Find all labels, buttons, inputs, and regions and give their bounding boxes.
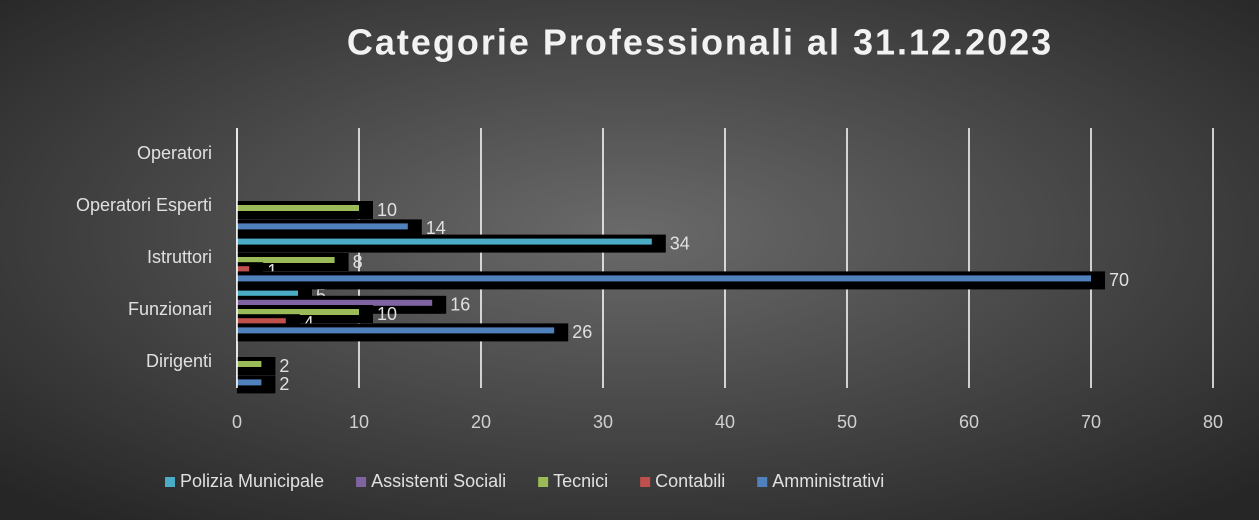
bar [237,299,433,306]
x-tick-label: 60 [959,412,979,432]
y-tick-label: Operatori [137,143,212,163]
data-label: 70 [1109,270,1129,290]
chart-title: Categorie Professionali al 31.12.2023 [347,22,1053,63]
bar [237,223,408,230]
legend-marker [757,477,768,487]
data-label: 16 [450,295,470,315]
x-tick-label: 40 [715,412,735,432]
bar [237,238,652,245]
legend-label: Amministrativi [772,471,884,491]
y-tick-label: Dirigenti [146,351,212,371]
x-tick-label: 80 [1203,412,1223,432]
x-tick-label: 0 [232,412,242,432]
data-label: 14 [426,218,446,238]
data-label: 26 [572,322,592,342]
y-tick-label: Funzionari [128,299,212,319]
y-tick-label: Istruttori [147,247,212,267]
data-label: 10 [377,200,397,220]
x-tick-label: 70 [1081,412,1101,432]
x-tick-label: 20 [471,412,491,432]
bar [237,257,335,263]
legend-label: Assistenti Sociali [371,471,506,491]
data-label: 2 [279,374,289,394]
bar [237,379,262,386]
bar [237,309,359,315]
data-label: 2 [279,356,289,376]
legend-marker [356,477,367,487]
legend-label: Polizia Municipale [180,471,324,491]
x-tick-label: 50 [837,412,857,432]
bar [237,327,555,334]
legend-marker [640,477,651,487]
data-label: 8 [353,252,363,272]
bar [237,275,1091,282]
legend-label: Tecnici [553,471,608,491]
data-label: 4 [304,313,314,333]
data-label: 34 [670,233,690,253]
legend-label: Contabili [655,471,725,491]
x-tick-label: 10 [349,412,369,432]
bar [237,266,250,273]
bar [237,290,298,297]
data-label: 10 [377,304,397,324]
legend-marker [538,477,549,487]
bar [237,318,286,325]
data-label: 5 [316,285,326,305]
bar [237,205,359,211]
data-label: 1 [267,261,277,281]
legend-marker [165,477,175,487]
x-tick-label: 30 [593,412,613,432]
bar [237,361,262,367]
y-tick-label: Operatori Esperti [76,195,212,215]
